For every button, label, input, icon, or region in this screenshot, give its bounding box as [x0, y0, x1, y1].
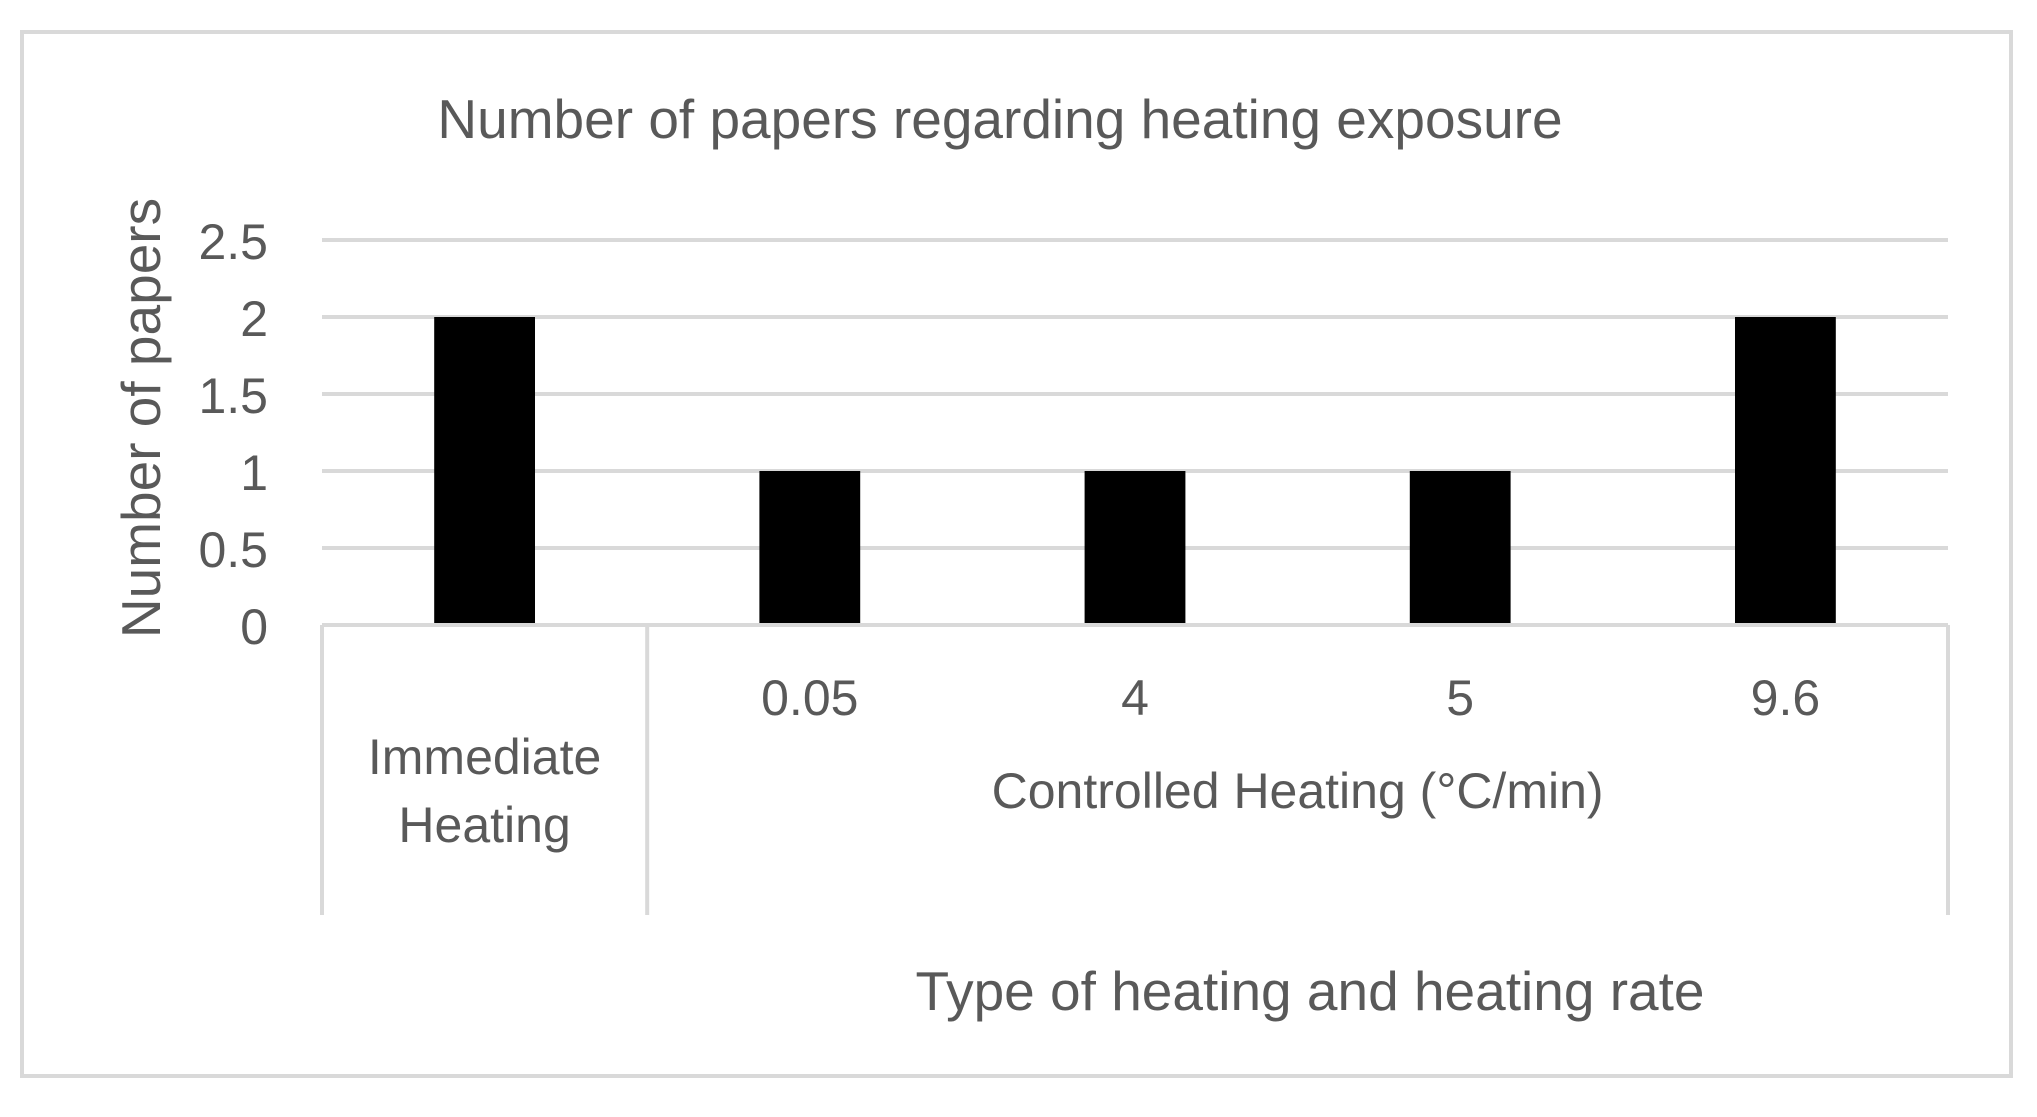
x-tick-label: 5	[1446, 670, 1474, 726]
y-tick-labels: 0 0.5 1 1.5 2 2.5	[198, 214, 268, 655]
y-axis-title: Number of papers	[110, 198, 172, 638]
chart-frame	[20, 30, 2013, 1078]
bar	[1734, 317, 1836, 625]
x-tick-label: 0.05	[761, 670, 858, 726]
bar	[1409, 471, 1511, 625]
group-labels: Immediate Heating Controlled Heating (°C/m…	[368, 729, 1604, 853]
bar	[434, 317, 536, 625]
group-label: Immediate	[368, 729, 601, 785]
group-label: Heating	[398, 797, 570, 853]
y-tick-label: 0.5	[198, 522, 268, 578]
y-tick-label: 1	[240, 445, 268, 501]
y-tick-label: 2.5	[198, 214, 268, 270]
x-axis-category-table	[320, 623, 1950, 915]
bar	[759, 471, 861, 625]
y-tick-label: 1.5	[198, 368, 268, 424]
bars	[434, 317, 1836, 625]
x-tick-label: 9.6	[1751, 670, 1821, 726]
y-tick-label: 0	[240, 599, 268, 655]
group-label: Controlled Heating (°C/min)	[992, 763, 1604, 819]
y-tick-label: 2	[240, 291, 268, 347]
x-axis-title: Type of heating and heating rate	[916, 960, 1705, 1022]
chart-title: Number of papers regarding heating expos…	[437, 88, 1562, 150]
bar	[1084, 471, 1186, 625]
x-tick-label: 4	[1121, 670, 1149, 726]
x-tick-labels: 0.05 4 5 9.6	[761, 670, 1820, 726]
